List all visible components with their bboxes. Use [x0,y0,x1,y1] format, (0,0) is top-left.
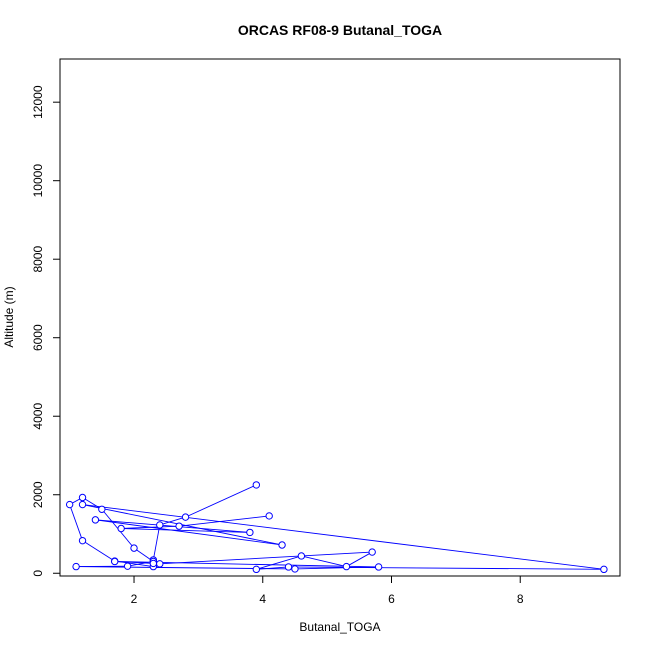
series-segment [95,519,283,546]
series-points [65,481,608,574]
data-point [91,516,100,524]
data-point [265,512,273,520]
data-point [297,552,306,560]
series-segment [159,516,186,526]
series-segment [114,561,154,564]
x-tick-label: 4 [259,592,266,606]
series-segment [82,497,103,510]
series-segment [179,515,270,527]
x-axis: 2 4 6 8 [131,575,524,606]
data-point [130,544,138,552]
series-segment [82,540,115,562]
data-point [368,548,376,556]
x-axis-label: Butanal_TOGA [299,620,380,634]
data-point [78,536,87,545]
data-point [111,557,119,566]
data-point [98,505,106,513]
series-segment [256,555,302,570]
series-segment [185,484,257,518]
data-point [181,513,190,521]
data-point [78,500,87,509]
data-point [117,524,125,533]
data-point [65,500,74,509]
series-segment [69,504,83,541]
y-tick-label: 8000 [31,246,45,273]
series-segment [301,555,347,568]
series-segment [82,504,604,570]
data-point [252,565,261,574]
chart-title: ORCAS RF08-9 Butanal_TOGA [238,22,442,38]
series-segment [346,551,373,567]
data-point [78,493,87,502]
data-point [72,562,80,571]
data-point [156,521,164,529]
data-point [123,562,132,570]
y-axis-label: Altitude (m) [2,286,16,347]
series-lines [69,484,604,570]
series-segment [152,524,161,560]
y-tick-label: 10000 [31,164,45,198]
data-point [291,565,299,573]
series-segment [121,525,180,529]
x-tick-label: 6 [388,592,395,606]
data-point [342,562,351,571]
y-tick-label: 6000 [31,324,45,351]
data-point [278,541,286,549]
series-segment [256,566,289,570]
data-point [175,522,183,530]
data-point [246,528,254,537]
data-point [156,560,164,568]
data-point [149,559,158,568]
data-point [374,563,383,571]
y-tick-label: 2000 [31,481,45,508]
x-tick-label: 2 [131,592,138,606]
data-point [600,565,608,574]
series-segment [121,528,250,533]
series-segment [288,566,604,570]
data-point [284,563,293,571]
series-segment [159,551,373,565]
y-tick-label: 4000 [31,403,45,430]
y-axis: 0 2000 4000 6000 8000 10000 12000 [31,85,61,577]
y-tick-label: 0 [31,570,45,577]
plot-frame [59,58,621,577]
x-tick-label: 8 [517,592,524,606]
data-point [252,481,261,489]
y-tick-label: 12000 [31,85,45,119]
